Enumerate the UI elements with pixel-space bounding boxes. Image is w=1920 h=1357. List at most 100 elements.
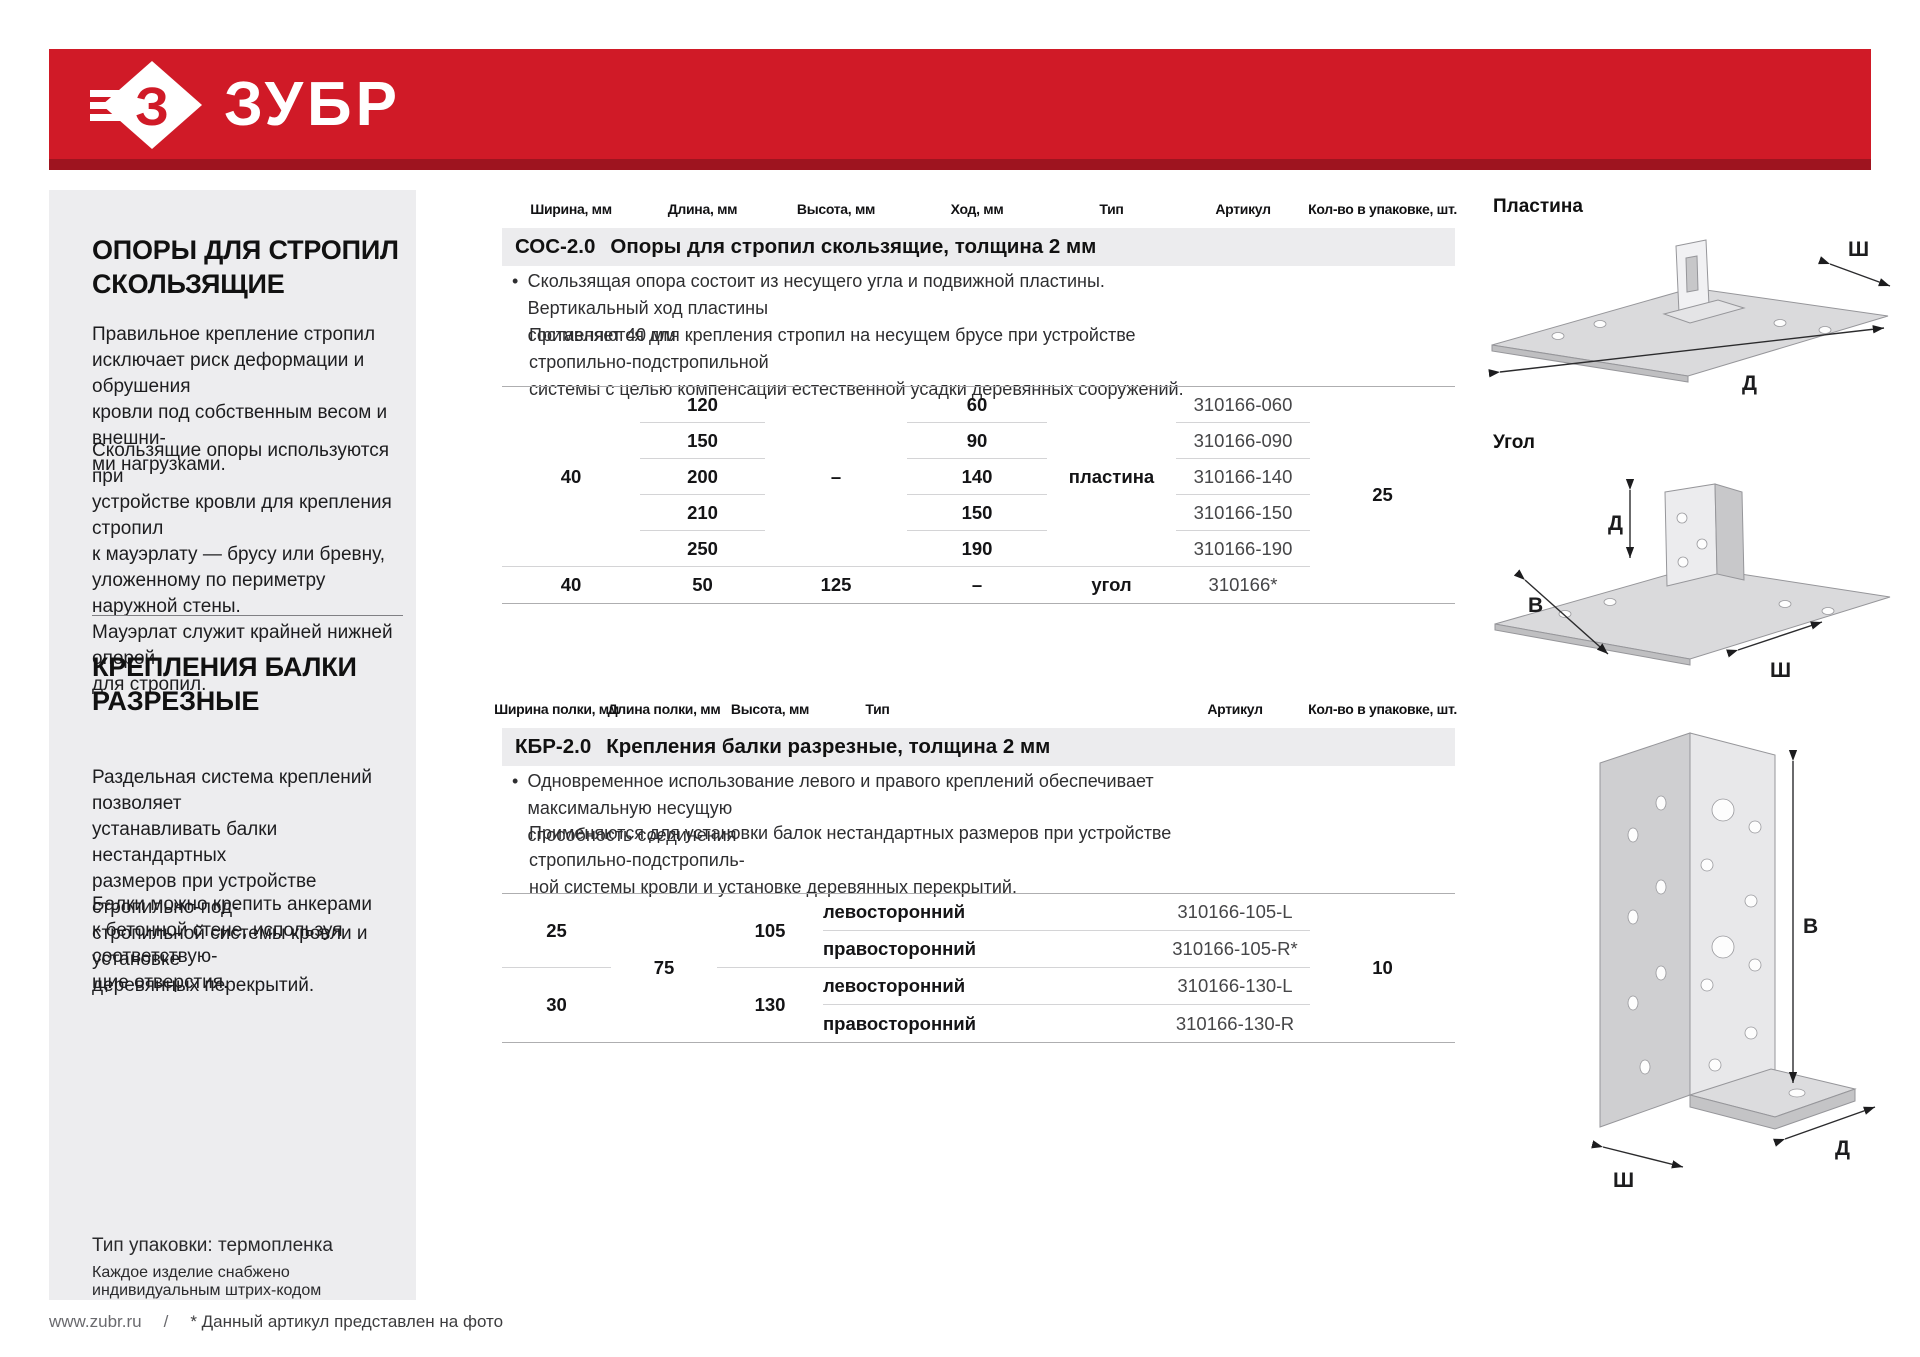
brand-name: ЗУБР [224,70,401,139]
cell-height: 130 [754,994,786,1015]
cell-type: пластина [1047,387,1176,567]
zubr-logo-icon: З [90,61,202,149]
cell-sku: 310166-150 [1176,495,1310,531]
product-name: Опоры для стропил скользящие, толщина 2 … [610,235,1097,258]
dim-label-length: Д [1608,512,1623,535]
cell-sku: 310166-105-R* [1160,931,1310,968]
cell-stroke: 60 [907,387,1047,423]
cell-length: 200 [640,459,765,495]
dim-label-height: В [1528,594,1543,617]
cell-type: левосторонний [823,894,1160,931]
cell-shelf-length: 75 [653,957,675,978]
soc-data-table: 40 120 150 200 210 250 – 60 90 140 150 1… [502,386,1455,604]
cell-sku: 310166-130-L [1160,968,1310,1005]
figure-label-angle: Угол [1493,432,1535,453]
dim-label-height: В [1803,915,1818,938]
cell-length: 250 [640,531,765,567]
cell-pack-qty: 10 [1372,957,1393,978]
product-code: КБР-2.0 [515,735,592,758]
col-header: Ход, мм [950,201,1004,217]
footer: www.zubr.ru / * Данный артикул представл… [49,1312,503,1332]
sidebar-paragraph-2: Скользящие опоры используются при устройс… [92,440,393,695]
table1-column-headers: Ширина, мм Длина, мм Высота, мм Ход, мм … [502,194,1457,224]
soc-description: Применяются для крепления стропил на нес… [529,325,1184,399]
sidebar-title-2: КРЕПЛЕНИЯ БАЛКИ РАЗРЕЗНЫЕ [92,652,357,716]
sidebar-paragraph-4: Балки можно крепить анкерами к бетонной с… [92,894,372,993]
col-header: Артикул [1215,201,1271,217]
cell-width: 40 [502,387,640,567]
col-header: Кол-во в упаковке, шт. [1308,201,1457,217]
section-title-soc: СОС-2.0 Опоры для стропил скользящие, то… [502,228,1455,266]
soc-bullet: • Скользящая опора состоит из несущего у… [512,268,1212,349]
dim-label-width: Ш [1848,238,1869,261]
cell-type: правосторонний [823,931,1160,968]
cell-length: 150 [640,423,765,459]
cell-stroke: 140 [907,459,1047,495]
cell-height: – [765,387,907,567]
cell-sku: 310166* [1208,574,1278,595]
cell-type: правосторонний [823,1012,977,1034]
sidebar-divider [92,615,403,616]
cell-sku: 310166-190 [1176,531,1310,567]
cell-length: 210 [640,495,765,531]
table2-column-headers: Ширина полки, мм Длина полки, мм Высота,… [494,694,1457,724]
bullet-dot: • [512,271,519,291]
product-name: Крепления балки разрезные, толщина 2 мм [606,735,1051,758]
sidebar-title-1: ОПОРЫ ДЛЯ СТРОПИЛ СКОЛЬЗЯЩИЕ [92,235,399,299]
col-header: Тип [865,701,890,717]
col-header: Тип [1099,201,1124,217]
cell-height: 125 [820,574,852,595]
spacer [932,694,1160,724]
cell-stroke: – [971,574,983,595]
sidebar-paragraph-1: Правильное крепление стропил исключает ри… [92,324,388,475]
col-header: Кол-во в упаковке, шт. [1308,701,1457,717]
kbr-description: Применяются для установки балок нестанда… [529,823,1172,897]
footer-note: * Данный артикул представлен на фото [190,1312,504,1331]
cell-sku: 310166-060 [1176,387,1310,423]
dim-label-length: Д [1742,372,1757,395]
cell-type: левосторонний [823,968,1160,1005]
cell-type: угол [1091,574,1132,595]
col-header: Высота, мм [796,201,876,217]
dim-label-width: Ш [1613,1169,1634,1192]
cell-sku: 310166-090 [1176,423,1310,459]
cell-stroke: 150 [907,495,1047,531]
cell-length: 50 [692,574,713,595]
header-bar-accent [49,159,1871,170]
cell-height: 105 [717,894,823,968]
col-header: Ширина полки, мм [494,701,619,717]
cell-stroke: 190 [907,531,1047,567]
dim-label-width: Ш [1770,659,1791,682]
kbr-bullet: • Одновременное использование левого и п… [512,768,1212,849]
col-header: Артикул [1207,701,1263,717]
cell-shelf-width: 25 [502,894,611,968]
zubr-logo: З ЗУБР [90,61,401,149]
bullet-dot: • [512,771,519,791]
plate-drawing: Ш Д [1488,238,1891,395]
packaging-info: Тип упаковки: термопленка Каждое изделие… [92,1235,404,1300]
site-link[interactable]: www.zubr.ru [49,1312,142,1331]
cell-sku: 310166-130-R [1175,1012,1295,1034]
cell-width: 40 [560,574,582,595]
sidebar-paragraph-3: Раздельная система креплений позволяет ус… [92,767,373,996]
cell-shelf-width: 30 [546,994,567,1015]
figure-label-plate: Пластина [1493,196,1583,217]
cell-stroke: 90 [907,423,1047,459]
cell-length: 120 [640,387,765,423]
col-header: Высота, мм [730,701,810,717]
kbr-bracket-drawing: В Д Ш [1591,732,1876,1192]
header-bar [49,49,1871,159]
footer-separator: / [163,1312,169,1331]
sidebar: ОПОРЫ ДЛЯ СТРОПИЛ СКОЛЬЗЯЩИЕ Правильное … [49,190,416,1300]
kbr-data-table: 25 30 75 105 130 левосторонний правостор… [502,893,1455,1043]
packaging-type: Тип упаковки: термопленка [92,1235,333,1256]
angle-drawing: Д В Ш [1494,478,1891,682]
svg-text:З: З [135,77,169,137]
packaging-barcode-note: Каждое изделие снабжено индивидуальным ш… [92,1264,322,1299]
cell-sku: 310166-140 [1176,459,1310,495]
product-code: СОС-2.0 [515,235,596,258]
cell-sku: 310166-105-L [1160,894,1310,931]
cell-pack-qty: 25 [1372,484,1393,505]
col-header: Длина, мм [667,201,738,217]
